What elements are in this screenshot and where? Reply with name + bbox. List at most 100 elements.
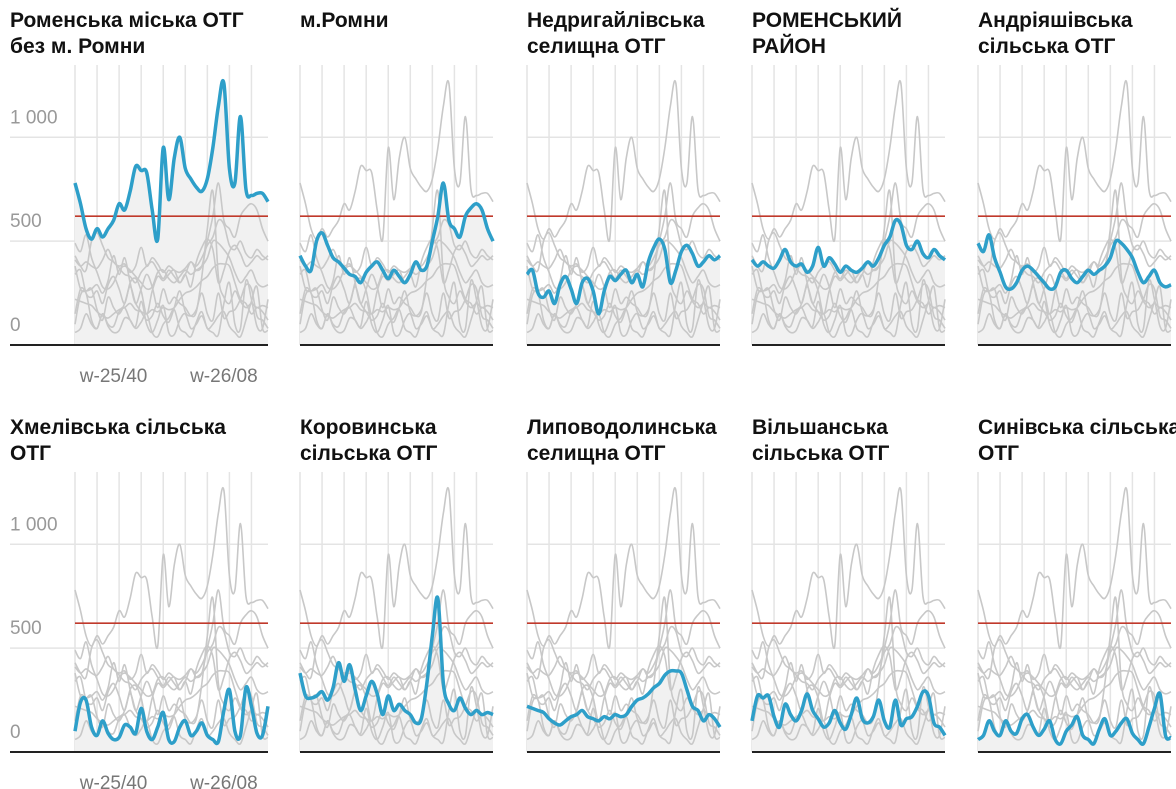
context-line [526, 487, 721, 650]
context-line [74, 487, 269, 650]
highlight-line [750, 217, 947, 275]
context-line [751, 262, 946, 321]
context-line [74, 189, 269, 318]
context-line [74, 278, 269, 338]
context-line [977, 596, 1172, 725]
context-line [299, 690, 494, 736]
context-line [74, 589, 269, 691]
context-line [299, 218, 494, 274]
context-line [977, 641, 1172, 698]
context-line [299, 283, 494, 329]
context-line [751, 238, 946, 315]
context-line [977, 238, 1172, 315]
context-line [526, 692, 721, 745]
context-line [526, 596, 721, 725]
context-line [74, 234, 269, 291]
context-line [74, 645, 269, 722]
context-line [977, 283, 1172, 329]
context-line [74, 238, 269, 315]
context-line [751, 278, 946, 338]
context-line [74, 182, 269, 284]
context-line [977, 80, 1172, 243]
panel-title: м.Ромни [300, 9, 389, 32]
context-line [74, 625, 269, 681]
panel-title: Липоводолинська селищна ОТГ [527, 416, 717, 465]
y-tick-label: 0 [10, 722, 21, 743]
x-tick-label: w-25/40 [79, 773, 148, 789]
area [978, 234, 1171, 345]
highlight-line [976, 691, 1172, 746]
context-line [299, 669, 494, 728]
context-line [526, 589, 721, 691]
context-line [751, 645, 946, 722]
context-line [751, 283, 946, 329]
panel-title: Синівська сільська ОТГ [978, 416, 1176, 465]
context-line [751, 669, 946, 728]
context-line [751, 234, 946, 291]
x-tick-label: w-26/08 [189, 366, 258, 387]
context-line [526, 218, 721, 274]
y-tick-label: 1 000 [10, 107, 58, 128]
context-line [299, 692, 494, 745]
context-line [526, 685, 721, 745]
panel-title: Недригайлівська селищна ОТГ [527, 9, 705, 58]
context-line [299, 285, 494, 338]
highlight-line [525, 237, 722, 316]
context-line [299, 189, 494, 318]
context-line [526, 278, 721, 338]
panel-title: Андріяшівська сільська ОТГ [978, 9, 1133, 58]
context-line [299, 625, 494, 681]
y-tick-label: 1 000 [10, 514, 58, 535]
context-line [74, 283, 269, 329]
context-line [977, 189, 1172, 318]
context-line [751, 182, 946, 284]
context-line [751, 189, 946, 318]
context-line [74, 641, 269, 698]
context-line [751, 596, 946, 725]
context-line [74, 690, 269, 736]
context-line [299, 589, 494, 691]
context-line [526, 285, 721, 338]
highlight-line [750, 689, 947, 737]
panel-title: Хмелівська сільська ОТГ [10, 416, 226, 465]
context-line [751, 285, 946, 338]
y-tick-label: 500 [10, 618, 42, 639]
area [75, 686, 268, 752]
panel-title: Роменська міська ОТГ без м. Ромни [10, 9, 244, 58]
context-line [74, 596, 269, 725]
context-line [977, 285, 1172, 338]
context-line [526, 262, 721, 321]
context-line [751, 80, 946, 243]
context-line [526, 283, 721, 329]
context-line [74, 669, 269, 728]
context-line [299, 487, 494, 650]
context-line [299, 278, 494, 338]
highlight-line [73, 684, 270, 746]
area [75, 80, 268, 346]
highlight-line [526, 668, 722, 729]
context-line [526, 641, 721, 698]
context-line [751, 487, 946, 650]
context-line [74, 218, 269, 274]
panel-title: Вільшанська сільська ОТГ [752, 416, 890, 465]
context-line [751, 589, 946, 691]
context-line [751, 685, 946, 745]
context-line [977, 645, 1172, 722]
context-line [299, 685, 494, 745]
context-line [977, 625, 1172, 681]
context-line [977, 487, 1172, 650]
context-line [977, 218, 1172, 274]
context-line [299, 262, 494, 321]
context-line [977, 278, 1172, 338]
x-tick-label: w-26/08 [189, 773, 258, 789]
context-line [526, 690, 721, 736]
context-line [977, 262, 1172, 321]
highlight-line [298, 181, 495, 285]
context-line [751, 625, 946, 681]
x-tick-label: w-25/40 [79, 366, 148, 387]
panel-title: РОМЕНСЬКИЙ РАЙОН [752, 9, 902, 58]
context-line [74, 262, 269, 321]
highlight-line [73, 79, 270, 244]
